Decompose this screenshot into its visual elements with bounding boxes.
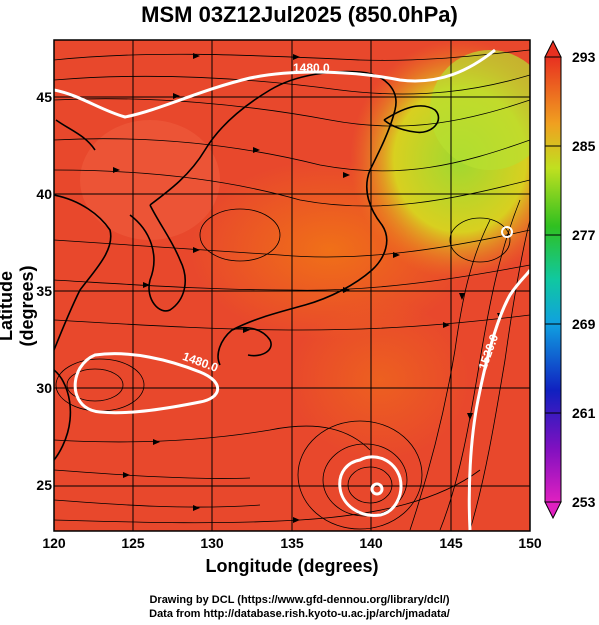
y-tick-label: 35 [36,283,52,299]
map-frame [53,39,531,532]
x-tick-label: 140 [359,535,383,551]
y-tick-label: 40 [36,186,52,202]
colorbar-tick-label: 277 [572,227,596,243]
credit-drawing: Drawing by DCL (https://www.gfd-dennou.o… [149,594,450,606]
x-tick-label: 135 [280,535,304,551]
x-tick-label: 145 [439,535,463,551]
x-tick-label: 120 [42,535,66,551]
lat-lon-grid [54,40,530,531]
temperature-field [54,40,530,531]
credit-data: Data from http://database.rish.kyoto-u.a… [149,608,450,620]
y-tick-label: 25 [36,477,52,493]
contour-label: 1480.0 [293,61,330,75]
x-tick-label: 130 [200,535,224,551]
x-tick-label: 150 [518,535,542,551]
x-tick-label: 125 [121,535,145,551]
colorbar-tick-label: 261 [572,405,596,421]
colorbar-tick-label: 293 [572,49,596,65]
map-title: MSM 03Z12Jul2025 (850.0hPa) [141,2,458,27]
colorbar-tick-label: 253 [572,494,596,510]
colorbar-tick-label: 285 [572,138,596,154]
y-tick-label: 45 [36,89,52,105]
y-axis-label: Latitude (degrees) [0,265,37,347]
x-axis-label: Longitude (degrees) [205,556,379,576]
height-contours [54,48,530,531]
colorbar [544,39,562,520]
y-tick-label: 30 [36,380,52,396]
colorbar-tick-label: 269 [572,316,596,332]
